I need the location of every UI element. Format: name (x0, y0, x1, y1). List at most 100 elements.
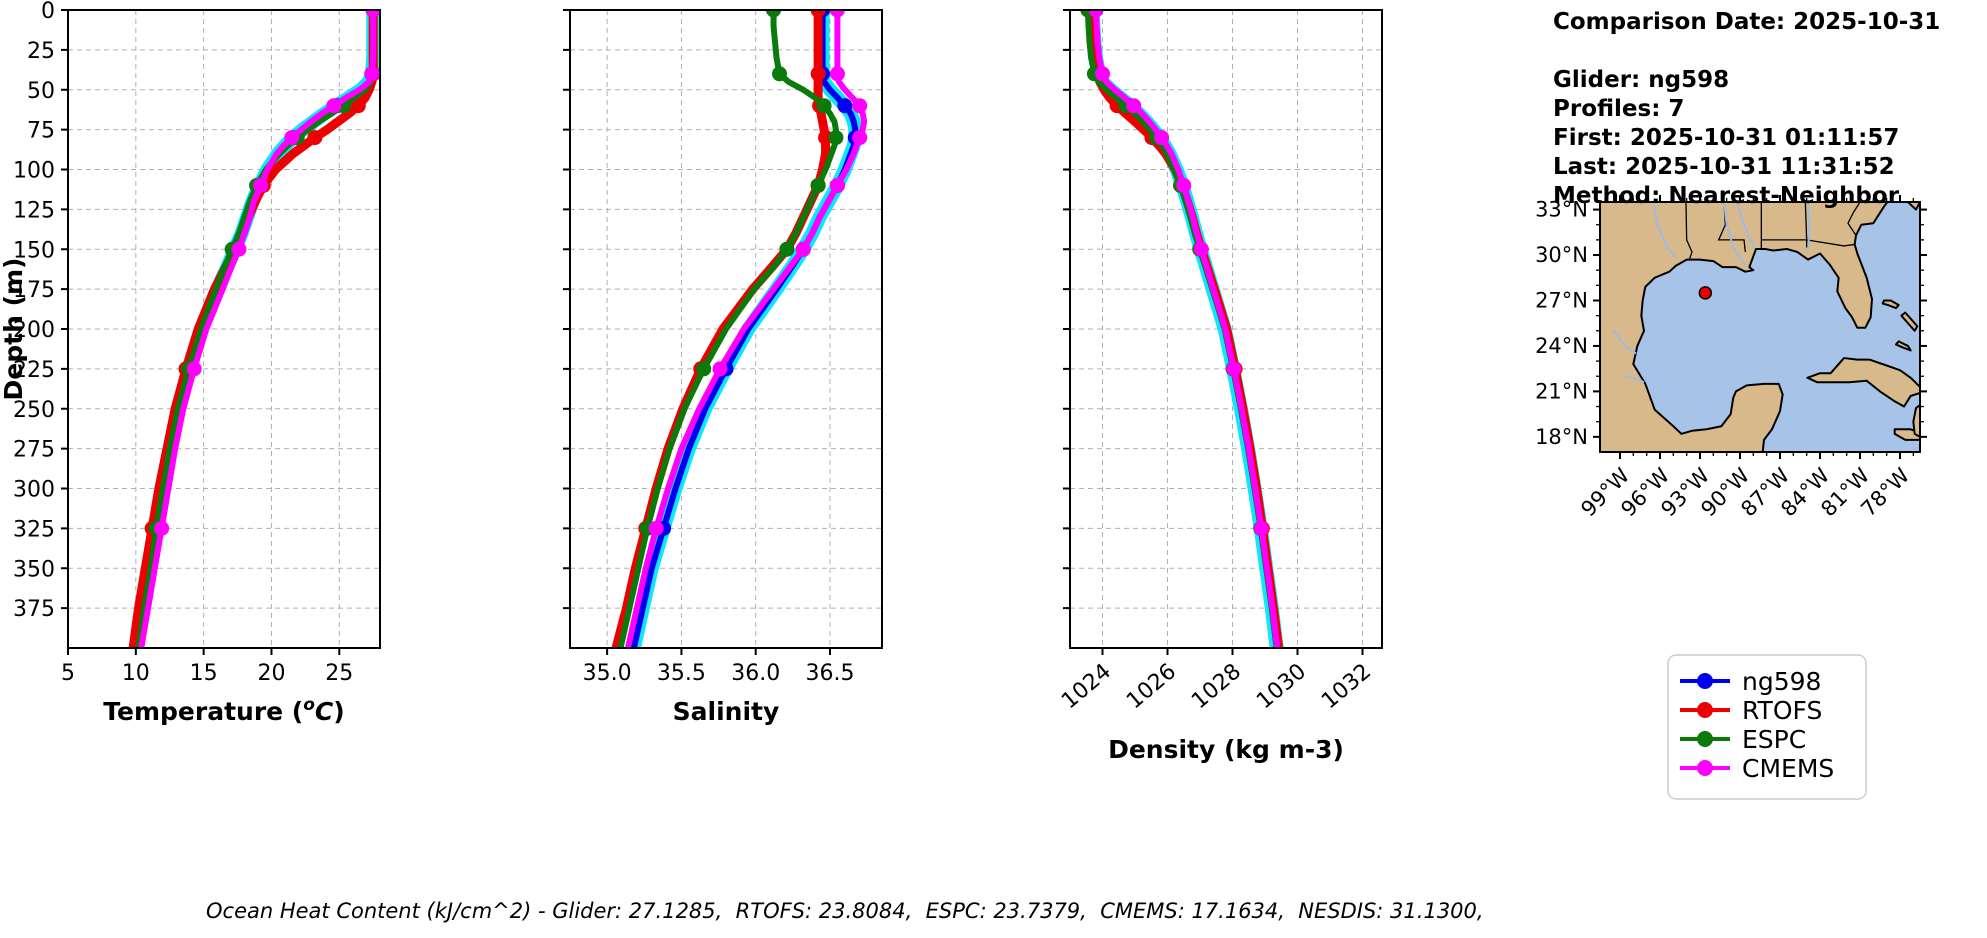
legend-entry-ESPC[interactable]: ESPC (1680, 725, 1806, 754)
series-marker-CMEMS (1176, 177, 1192, 193)
clip-bottom (28, 649, 420, 709)
xtick-label: 15 (190, 661, 218, 686)
map-landmasses (1600, 202, 1920, 452)
legend-label-ng598: ng598 (1742, 667, 1821, 696)
last-profile-time-text: Last: 2025-10-31 11:31:52 (1553, 154, 1895, 180)
xtick-label: 35.5 (657, 661, 706, 686)
series-marker-ESPC (828, 130, 844, 146)
clip-left (1024, 0, 1070, 696)
series-marker-CMEMS (326, 98, 342, 114)
legend-entry-ng598[interactable]: ng598 (1680, 667, 1821, 696)
map-frame (1599, 201, 1921, 453)
ytick-label: 125 (13, 198, 55, 223)
xtick-label: 5 (61, 661, 75, 686)
series-marker-CMEMS (1095, 66, 1110, 82)
series-marker-CMEMS (284, 130, 300, 146)
ytick-label: 175 (13, 278, 55, 303)
series-marker-ESPC (816, 98, 832, 114)
map-ytick-label: 21°N (1535, 379, 1588, 403)
map-ytick-label: 24°N (1535, 334, 1588, 358)
ytick-label: 225 (13, 358, 55, 383)
xtick-label: 36.0 (731, 661, 780, 686)
ytick-label: 350 (13, 557, 55, 582)
river-line (1612, 330, 1637, 355)
map-ytick-label: 33°N (1535, 198, 1588, 222)
clip-left (524, 0, 570, 696)
legend-label-ESPC: ESPC (1742, 725, 1806, 754)
chart-panel-temperature: 5 10 15 20 250255075100125150175200225250275… (0, 0, 441, 726)
yaxis-title: Depth (m) (0, 258, 28, 401)
map-panel: 99°W96°W93°W90°W87°W84°W81°W78°W18°N21°N… (1535, 195, 1927, 521)
comparison-date-text: Comparison Date: 2025-10-31 (1553, 9, 1941, 35)
series-marker-CMEMS (648, 520, 664, 536)
series-marker-CMEMS (1126, 98, 1142, 114)
river-line (1723, 202, 1747, 267)
legend-marker-ng598 (1697, 673, 1713, 689)
series-marker-CMEMS (795, 241, 811, 257)
legend-label-RTOFS: RTOFS (1742, 696, 1822, 725)
series-marker-RTOFS (307, 130, 323, 146)
series-marker-CMEMS (852, 98, 868, 114)
river-line (1736, 202, 1756, 248)
xaxis-title-salinity: Salinity (673, 697, 780, 726)
land-north-america (1600, 202, 1920, 452)
chart-panel-salinity: 35.0 35.5 36.0 36.5 Salinity (524, 0, 943, 726)
series-marker-CMEMS (186, 361, 202, 377)
clip-top (530, 0, 922, 10)
series-line-ESPC (617, 7, 839, 651)
series-marker-RTOFS (818, 130, 834, 146)
clip-bottom (530, 649, 922, 709)
series-marker-CMEMS (1154, 130, 1170, 146)
state-boundary (1806, 239, 1855, 247)
legend-marker-CMEMS (1697, 760, 1713, 776)
ytick-label: 300 (13, 478, 55, 503)
profiles-count-text: Profiles: 7 (1553, 96, 1685, 122)
metadata-info-block: Comparison Date: 2025-10-31 Glider: ng59… (1553, 8, 1940, 211)
series-marker-CMEMS (1193, 241, 1209, 257)
clip-right (883, 0, 943, 696)
clip-left (22, 0, 68, 696)
series-marker-CMEMS (253, 177, 269, 193)
legend-entry-CMEMS[interactable]: CMEMS (1680, 754, 1834, 783)
ytick-label: 150 (13, 238, 55, 263)
xaxis-title-temperature: Temperature (oC) (103, 695, 344, 726)
ytick-label: 100 (13, 159, 55, 184)
series-marker-CMEMS (712, 361, 728, 377)
series-marker-ng598 (837, 98, 853, 114)
map-ytick-label: 18°N (1535, 425, 1588, 449)
river-line (1652, 202, 1677, 259)
land-cuba (1806, 357, 1920, 408)
clip-top (1030, 0, 1422, 10)
xtick-label: 10 (122, 661, 150, 686)
series-marker-CMEMS (829, 66, 845, 82)
land-bahamas-south (1895, 340, 1912, 352)
clip-right (1383, 0, 1443, 696)
clip-bottom (1030, 649, 1422, 709)
ytick-label: 0 (41, 0, 55, 24)
ytick-label: 375 (13, 597, 55, 622)
clip-right (381, 0, 441, 696)
series-marker-ESPC (779, 241, 795, 257)
map-ytick-label: 27°N (1535, 288, 1588, 312)
ytick-label: 325 (13, 517, 55, 542)
legend-box (1667, 654, 1867, 800)
series-line-CMEMS (1093, 7, 1281, 651)
xaxis-title-density: Density (kg m-3) (1108, 735, 1344, 764)
map-ytick-label: 30°N (1535, 243, 1588, 267)
ytick-label: 200 (13, 318, 55, 343)
river-line (1625, 375, 1645, 384)
legend-entry-RTOFS[interactable]: RTOFS (1680, 696, 1822, 725)
ytick-label: 25 (27, 39, 55, 64)
legend-marker-RTOFS (1697, 702, 1713, 718)
series-marker-CMEMS (231, 241, 247, 257)
series-line-CMEMS (624, 7, 868, 651)
xtick-label: 35.0 (583, 661, 632, 686)
series-marker-CMEMS (154, 520, 170, 536)
ocean-heat-content-caption: Ocean Heat Content (kJ/cm^2) - Glider: 2… (206, 899, 1484, 923)
state-boundary (1685, 202, 1693, 260)
spacer-line (1553, 38, 1561, 64)
